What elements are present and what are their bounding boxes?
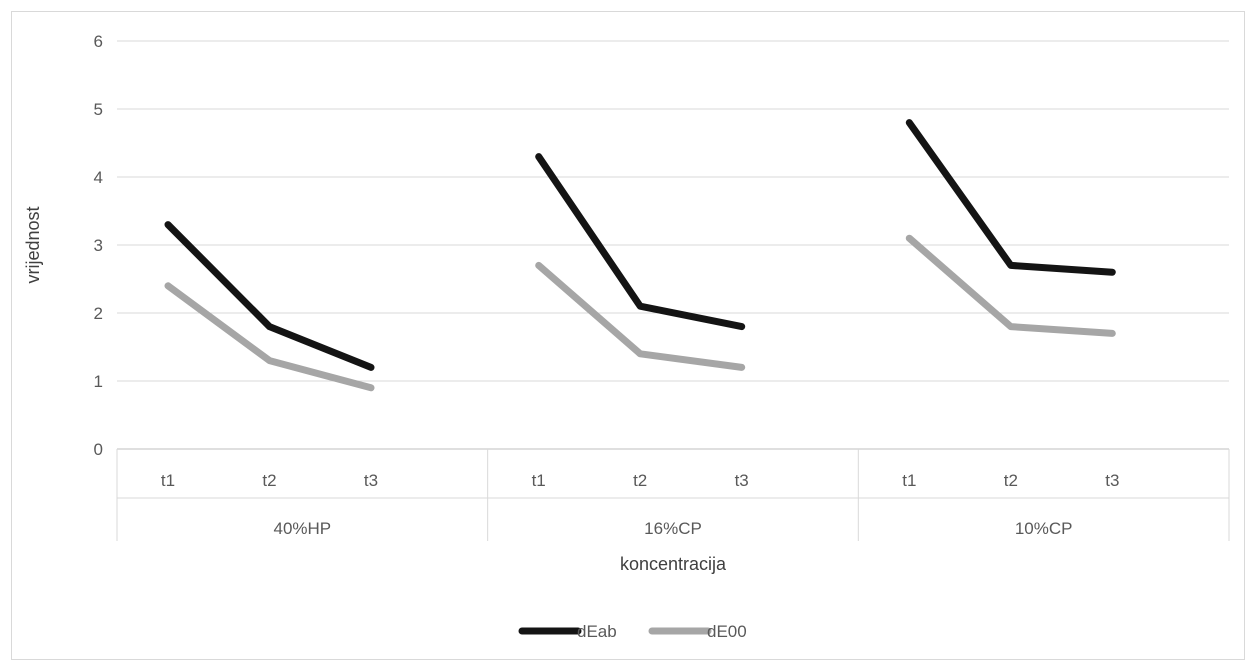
- y-tick-label-4: 4: [94, 168, 103, 187]
- series-lines: [164, 119, 1116, 392]
- gridlines: [117, 40, 1229, 382]
- x-tick-label-1-1: t2: [633, 471, 647, 490]
- series-line-dE00-2: [905, 234, 1116, 337]
- x-tick-label-0-0: t1: [161, 471, 175, 490]
- x-tick-label-1-0: t1: [532, 471, 546, 490]
- legend-label-dEab: dEab: [577, 622, 617, 641]
- y-tick-label-5: 5: [94, 100, 103, 119]
- series-line-dE00-1: [535, 261, 746, 371]
- y-axis-title: vrijednost: [23, 206, 43, 283]
- series-line-dEab-0: [164, 221, 375, 371]
- x-axis-title: koncentracija: [620, 554, 727, 574]
- group-label-0: 40%HP: [274, 519, 332, 538]
- legend-label-dE00: dE00: [707, 622, 747, 641]
- y-tick-label-2: 2: [94, 304, 103, 323]
- y-tick-label-6: 6: [94, 32, 103, 51]
- y-tick-labels: 0 1 2 3 4 5 6: [94, 32, 103, 459]
- legend: dEab dE00: [518, 622, 747, 641]
- y-tick-label-1: 1: [94, 372, 103, 391]
- series-line-dEab-2: [905, 119, 1116, 276]
- y-tick-label-3: 3: [94, 236, 103, 255]
- series-line-dE00-0: [164, 282, 375, 392]
- x-tick-label-2-1: t2: [1004, 471, 1018, 490]
- series-line-dEab-1: [535, 153, 746, 331]
- x-tick-label-2-2: t3: [1105, 471, 1119, 490]
- chart-frame: [11, 11, 1245, 660]
- group-label-2: 10%CP: [1015, 519, 1073, 538]
- y-tick-label-0: 0: [94, 440, 103, 459]
- x-tick-label-2-0: t1: [902, 471, 916, 490]
- x-axis: t1 t2 t3 40%HP t1 t2 t3 16%CP t1 t2 t3 10%CP: [116, 448, 1230, 541]
- x-tick-label-0-1: t2: [262, 471, 276, 490]
- x-tick-label-1-2: t3: [735, 471, 749, 490]
- x-tick-label-0-2: t3: [364, 471, 378, 490]
- group-label-1: 16%CP: [644, 519, 702, 538]
